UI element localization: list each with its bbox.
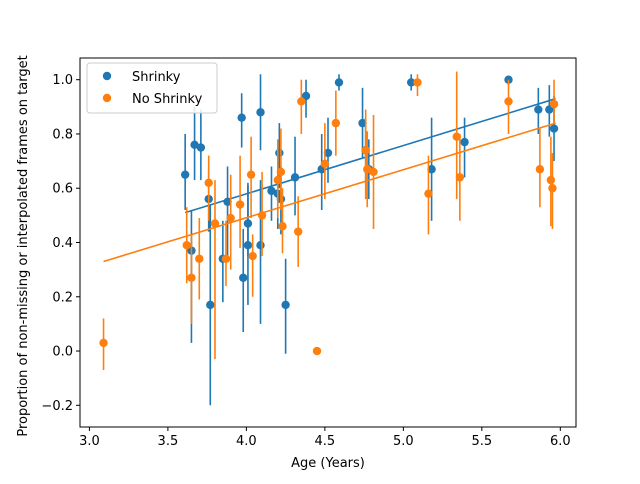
x-tick-label: 3.5 — [158, 434, 179, 449]
data-point — [312, 346, 322, 356]
x-tick-label: 3.0 — [79, 434, 100, 449]
data-point — [256, 241, 265, 250]
x-tick-label: 4.0 — [236, 434, 257, 449]
x-tick-label: 4.5 — [315, 434, 336, 449]
data-point — [239, 273, 248, 282]
y-tick-label: 0.6 — [52, 182, 73, 197]
x-tick-label: 5.5 — [471, 434, 492, 449]
data-point — [281, 300, 290, 310]
data-point — [275, 148, 284, 158]
data-point — [256, 108, 265, 117]
data-point — [276, 167, 286, 177]
data-point — [243, 219, 253, 228]
data-point — [455, 173, 465, 182]
data-point — [548, 184, 557, 193]
data-point — [226, 213, 235, 223]
data-point — [535, 165, 545, 174]
data-point — [248, 251, 257, 261]
y-tick-label: −0.2 — [41, 399, 73, 414]
data-point — [190, 140, 199, 150]
data-point — [427, 165, 436, 174]
plot-area — [99, 71, 559, 406]
data-point — [358, 118, 367, 128]
data-point — [424, 189, 433, 198]
y-tick-label: 0.4 — [52, 236, 73, 251]
data-point — [334, 78, 344, 87]
data-point — [267, 186, 276, 196]
x-tick-label: 6.0 — [550, 434, 571, 449]
data-point — [223, 197, 232, 207]
data-point — [235, 200, 245, 209]
data-point — [545, 105, 554, 114]
data-point — [293, 227, 303, 236]
data-point — [549, 124, 559, 133]
data-point — [187, 273, 196, 282]
data-point — [243, 241, 253, 250]
trend-line — [103, 122, 556, 263]
data-point — [369, 167, 378, 177]
data-point — [273, 175, 282, 185]
data-point — [196, 143, 206, 152]
data-point — [534, 105, 543, 114]
data-point — [460, 137, 469, 147]
data-point — [246, 170, 256, 179]
y-tick-label: 0.2 — [52, 290, 73, 305]
data-point — [452, 132, 461, 141]
legend-box — [86, 62, 218, 114]
data-point — [290, 173, 300, 182]
data-point — [549, 99, 559, 109]
data-point — [301, 91, 311, 101]
legend-label: Shrinky — [132, 70, 181, 85]
data-point — [99, 338, 108, 348]
data-point — [206, 300, 215, 310]
x-axis-label: Age (Years) — [291, 456, 365, 471]
data-point — [195, 254, 204, 263]
data-point — [237, 113, 246, 122]
legend-marker — [102, 93, 112, 103]
data-point — [504, 97, 513, 106]
data-point — [210, 219, 220, 228]
data-point — [297, 97, 306, 106]
series-shrinky — [180, 74, 559, 406]
series-no-shrinky — [99, 71, 559, 371]
y-tick-label: 0.0 — [52, 345, 73, 360]
y-tick-label: 1.0 — [52, 73, 73, 88]
data-point — [323, 148, 333, 158]
x-tick-label: 5.0 — [393, 434, 414, 449]
data-point — [221, 254, 231, 263]
data-point — [546, 175, 556, 185]
data-point — [182, 241, 191, 250]
data-point — [278, 222, 287, 231]
data-point — [361, 146, 370, 155]
legend: Shrinky No Shrinky — [86, 62, 218, 114]
data-point — [257, 211, 267, 220]
data-point — [331, 118, 341, 128]
y-axis-label: Proportion of non-missing or interpolate… — [16, 55, 31, 436]
axes: 3.0 3.5 4.0 4.5 5.0 5.5 6.0 −0.2 0.0 0.2 0.4 0.6 0.8… — [41, 57, 577, 449]
trend-line — [184, 97, 556, 214]
legend-label: No Shrinky — [132, 92, 203, 107]
data-point — [363, 165, 372, 174]
data-point — [413, 78, 422, 87]
data-point — [320, 159, 330, 169]
legend-marker — [102, 71, 112, 81]
y-tick-label: 0.8 — [52, 127, 73, 142]
data-point — [180, 170, 190, 179]
data-point — [204, 178, 213, 188]
data-point — [406, 78, 416, 87]
